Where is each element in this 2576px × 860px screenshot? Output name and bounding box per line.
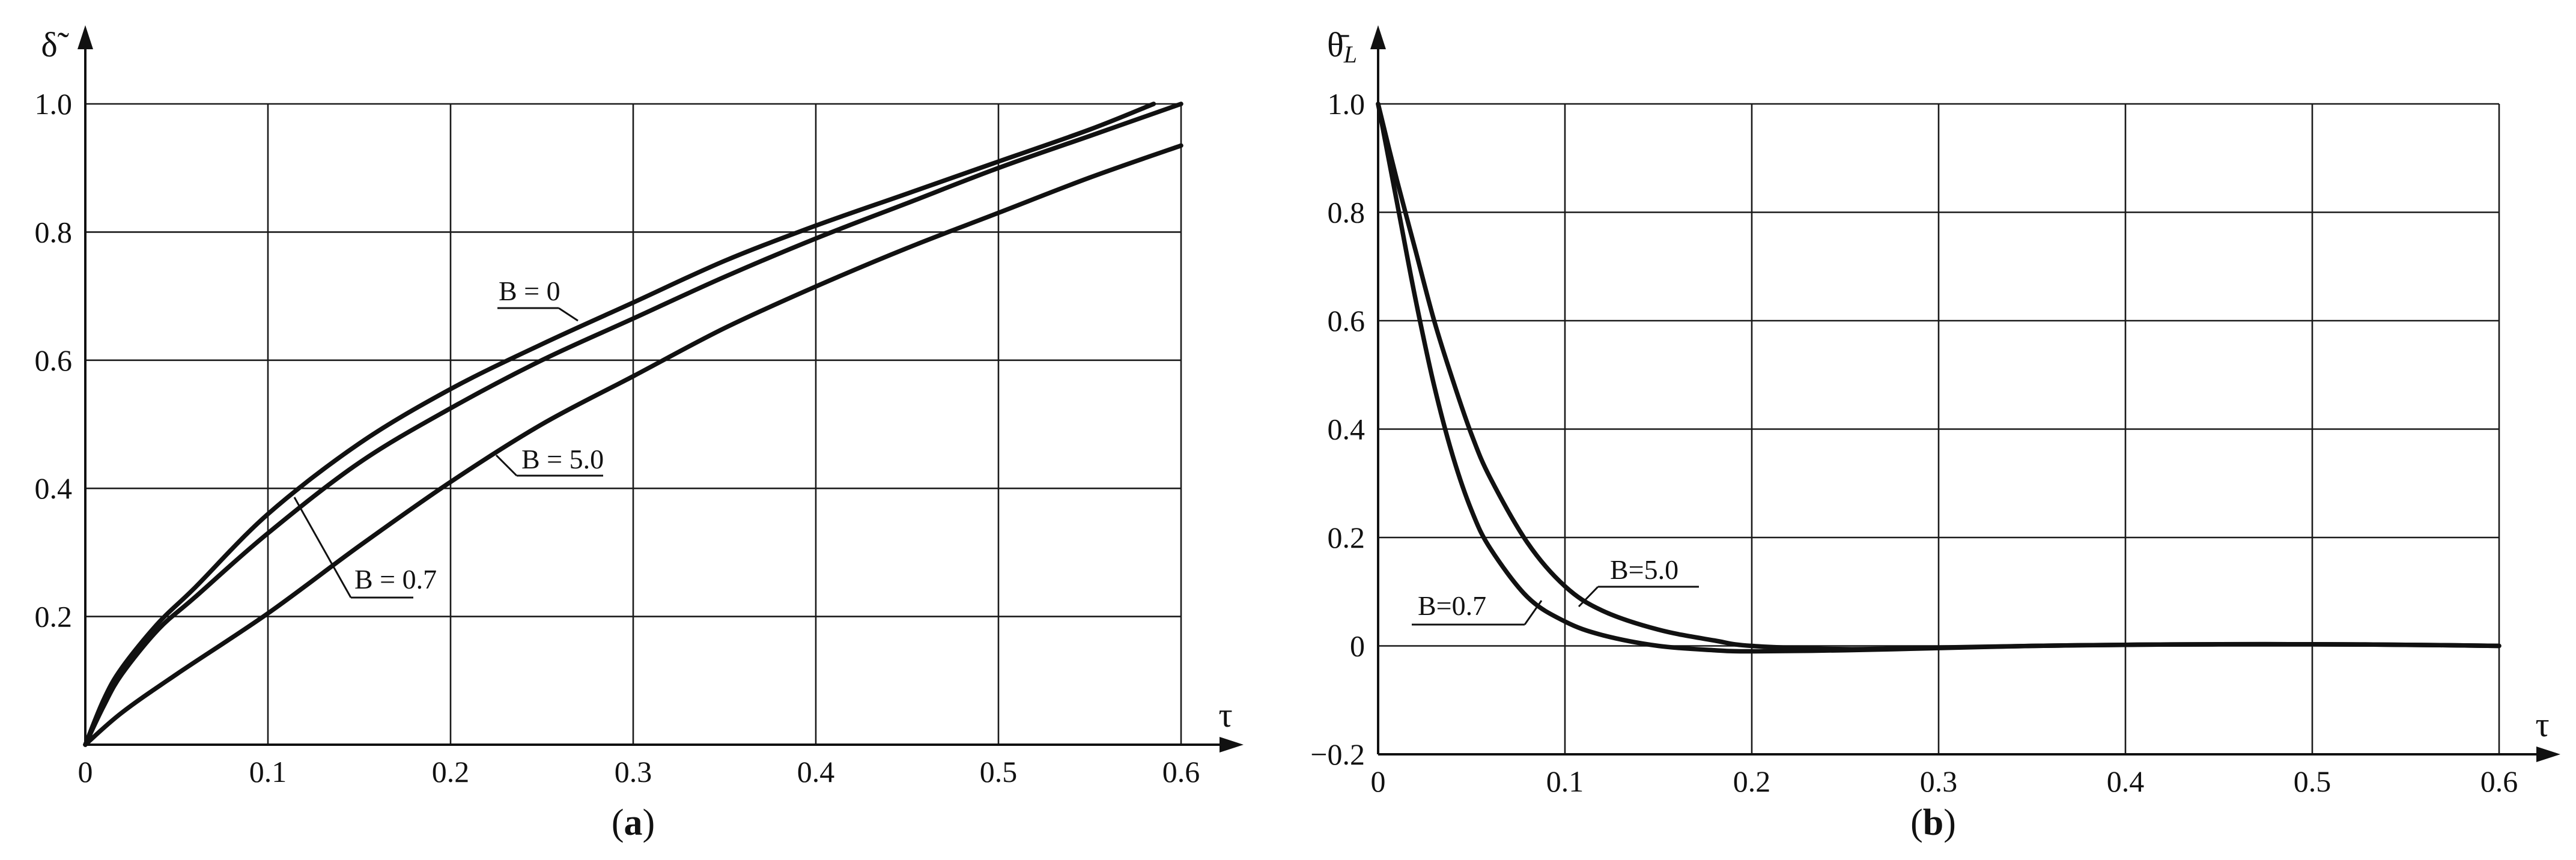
panel-label: (b) [1910,802,1956,843]
y-tick-label: 1.0 [35,87,73,121]
y-tick-label: 0.4 [35,471,73,505]
x-tick-label: 0.4 [797,755,835,789]
series-label: B = 0 [499,276,560,306]
x-tick-label: 0.3 [615,755,652,789]
x-tick-label: 0.5 [2294,765,2331,798]
series-line-b0.7 [83,101,1183,747]
x-tick-label: 0.1 [249,755,287,789]
x-axis-arrow [1220,737,1244,752]
series-line-b0 [83,101,1156,747]
grid [85,103,1182,745]
x-tick-label: 0 [78,755,93,789]
y-tick-label: 0 [1350,629,1365,663]
y-tick-label: 0.8 [35,215,73,249]
y-tick-label: 0.2 [1328,521,1365,554]
x-tick-label: 0 [1371,765,1386,798]
series-label-leader [1523,600,1543,625]
y-axis-label: θ̄L [1327,25,1357,68]
panel-b: 0 0.1 0.2 0.3 0.4 0.5 0.6−0.200.20.40.60.81.0τ… [1310,25,2560,843]
x-axis-label: τ [2535,705,2549,744]
y-tick-label: 0.4 [1328,413,1365,446]
x-tick-label: 0.5 [980,755,1018,789]
series-label: B = 5.0 [521,444,604,474]
x-tick-label: 0.1 [1546,765,1584,798]
y-tick-label: 0.6 [35,344,73,377]
series-label: B = 0.7 [354,564,437,595]
series-label: B=5.0 [1610,554,1678,585]
series-label-leader [495,454,518,477]
series-label-leader [558,307,579,322]
x-tick-label: 0.2 [432,755,470,789]
series-line-b5.0 [83,143,1183,747]
x-tick-label: 0.2 [1733,765,1771,798]
y-tick-label: 0.6 [1328,304,1365,338]
series-label-leader [293,497,352,598]
x-tick-label: 0.6 [2480,765,2518,798]
y-tick-label: 0.2 [35,600,73,634]
y-tick-label: −0.2 [1310,737,1365,771]
series-label: B=0.7 [1418,590,1486,621]
grid [1378,103,2500,756]
x-tick-label: 0.6 [1162,755,1200,789]
x-axis-label: τ [1218,695,1232,734]
y-tick-label: 1.0 [1328,87,1365,121]
y-axis-arrow [1370,25,1386,49]
panel-a: 0 0.1 0.2 0.3 0.4 0.5 0.6 0.2 0.4 0.6 0.8 1.0 τ δ̃ B =… [35,25,1244,843]
series-line-b5.0 [1376,101,2502,652]
panel-label: (a) [612,802,655,843]
series-label-leader [1578,586,1599,608]
y-axis-label: δ̃ [41,25,68,64]
y-tick-label: 0.8 [1328,196,1365,229]
x-tick-label: 0.3 [1920,765,1958,798]
x-axis-arrow [2536,746,2560,762]
y-axis-arrow [77,25,93,49]
x-tick-label: 0.4 [2107,765,2145,798]
